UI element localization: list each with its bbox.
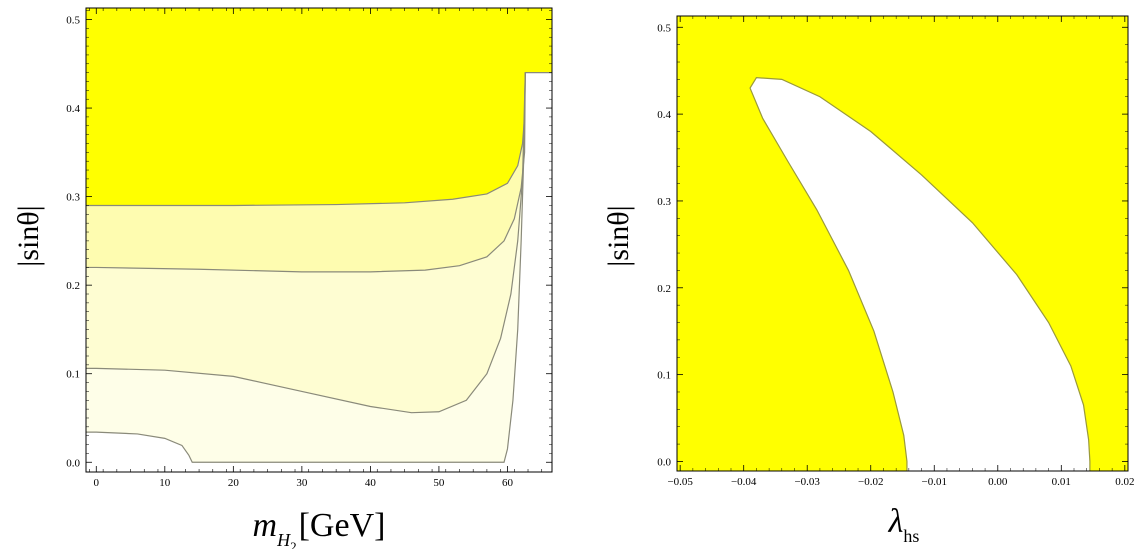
right-y-tick-label: 0.4 bbox=[657, 109, 671, 121]
right-y-axis-label: |sinθ| bbox=[602, 205, 635, 266]
right-x-tick-label: −0.04 bbox=[731, 476, 757, 488]
left-x-tick-label: 60 bbox=[502, 477, 514, 489]
left-contour-line-level2 bbox=[86, 72, 526, 414]
right-y-tick-label: 0.2 bbox=[657, 283, 671, 295]
right-x-tick-label: −0.05 bbox=[667, 476, 693, 488]
left-y-tick-label: 0.3 bbox=[66, 192, 80, 204]
right-y-tick-label: 0.3 bbox=[657, 196, 671, 208]
left-x-tick-label: 20 bbox=[228, 477, 240, 489]
left-y-tick-label: 0.0 bbox=[66, 457, 80, 469]
left-y-tick-label: 0.4 bbox=[66, 103, 80, 115]
right-x-tick-label: −0.02 bbox=[858, 476, 883, 488]
right-x-tick-label: 0.00 bbox=[988, 476, 1008, 488]
left-x-tick-label: 10 bbox=[159, 477, 171, 489]
right-y-tick-label: 0.1 bbox=[657, 370, 671, 382]
right-plot-frame bbox=[676, 15, 1129, 472]
left-y-tick-label: 0.1 bbox=[66, 369, 80, 381]
right-x-tick-label: 0.02 bbox=[1115, 476, 1134, 488]
left-x-tick-label: 30 bbox=[296, 477, 308, 489]
right-x-tick-label: −0.01 bbox=[922, 476, 947, 488]
left-x-axis-label: mH2[GeV] bbox=[253, 507, 386, 549]
left-x-tick-label: 50 bbox=[433, 477, 445, 489]
left-y-tick-label: 0.5 bbox=[66, 15, 80, 27]
right-x-axis-label: λhs bbox=[888, 503, 920, 546]
left-y-axis-label: |sinθ| bbox=[12, 205, 45, 266]
right-y-tick-label: 0.5 bbox=[657, 22, 671, 34]
left-plot-frame bbox=[85, 7, 553, 473]
right-allowed-region bbox=[749, 77, 1091, 471]
left-fill-excluded bbox=[86, 8, 552, 206]
right-x-tick-label: 0.01 bbox=[1052, 476, 1071, 488]
left-contour-line-level3 bbox=[86, 72, 526, 273]
right-y-tick-label: 0.0 bbox=[657, 456, 671, 468]
right-x-tick-label: −0.03 bbox=[794, 476, 820, 488]
left-contour-plot: 0 10 20 30 40 50 60 0.00.10.20.30.40.5 |sinθ| … bbox=[12, 7, 553, 549]
right-contour-plot: −0.05 −0.04 −0.03 −0.02 −0.01 0.00 0.01 0.02 0.… bbox=[602, 15, 1134, 546]
left-y-tick-label: 0.2 bbox=[66, 280, 80, 292]
left-x-tick-label: 0 bbox=[94, 477, 100, 489]
left-x-tick-label: 40 bbox=[365, 477, 377, 489]
left-contour-line-level1 bbox=[86, 72, 526, 463]
